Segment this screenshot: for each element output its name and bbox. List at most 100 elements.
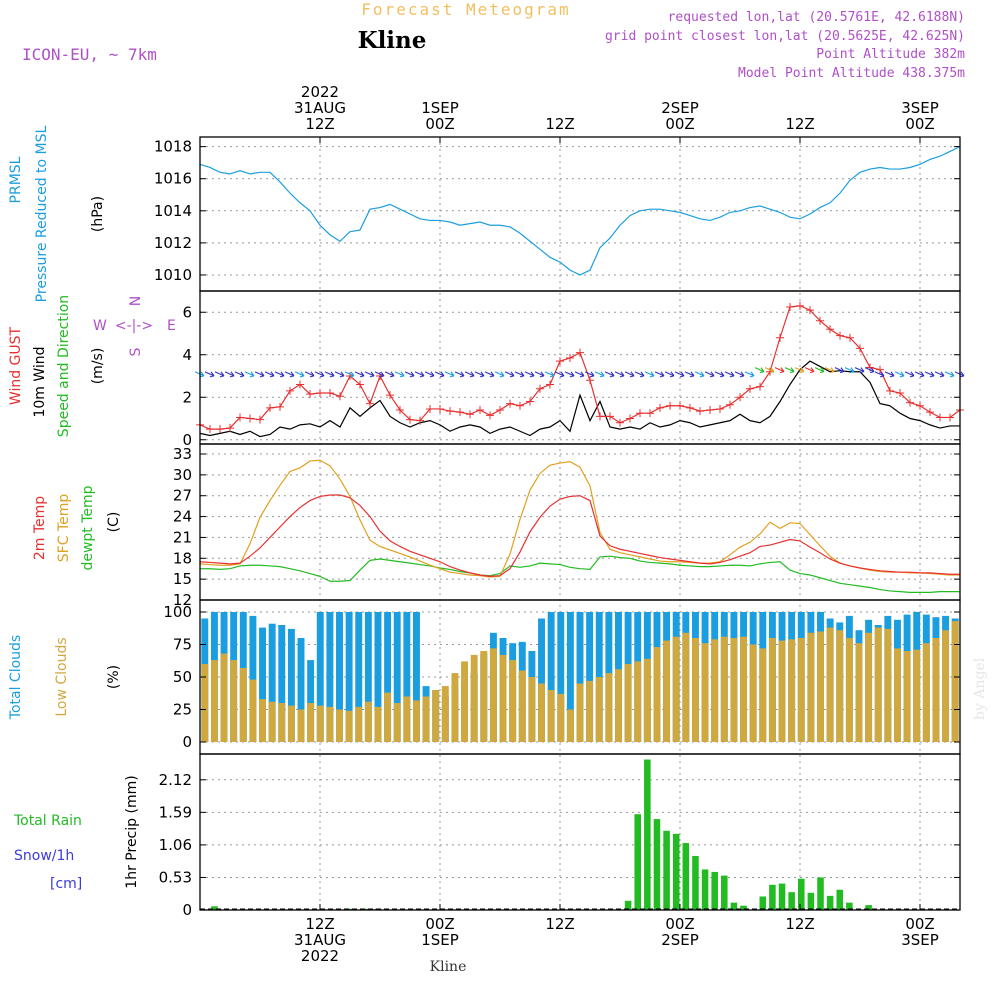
wind-gust-marker — [796, 301, 804, 310]
wind-gust-marker — [476, 406, 484, 414]
wind-gust-marker — [296, 380, 304, 389]
wind-direction-arrow — [484, 371, 495, 378]
cloud-low-bar — [374, 706, 382, 742]
precip-ytick-label: 0.53 — [159, 868, 192, 886]
wind-gust-marker — [256, 415, 264, 424]
cloud-low-bar — [201, 664, 209, 742]
cloud-low-bar — [595, 677, 603, 742]
wind-direction-arrow — [734, 371, 745, 378]
wind-gust-marker — [326, 389, 334, 397]
wind-ytick-label: 6 — [182, 303, 192, 321]
wind-gust-marker — [516, 401, 524, 410]
precip-rain-bar — [846, 902, 853, 910]
cloud-low-bar — [422, 696, 430, 742]
wind-gust-marker — [366, 399, 374, 408]
cloud-low-bar — [836, 630, 844, 742]
wind-direction-arrow — [294, 371, 305, 378]
wind-gust-marker — [396, 406, 404, 414]
wind-direction-arrow — [214, 371, 225, 378]
wind-gust-marker — [686, 403, 694, 412]
wind-direction-arrow — [244, 371, 255, 378]
wind-gust-marker — [236, 413, 244, 422]
compass-arrow: <-|-> — [115, 318, 153, 334]
cloud-total-bar — [259, 627, 266, 742]
precip-ytick-label: 2.12 — [159, 771, 192, 789]
wind-gust-marker — [756, 382, 764, 391]
cloud-total-bar — [547, 612, 555, 742]
location-title: Kline — [358, 27, 427, 54]
time-label-bottom: 00Z — [425, 915, 454, 933]
compass-east: E — [167, 318, 176, 334]
wind-direction-arrow — [624, 371, 635, 378]
pressure-line — [199, 146, 961, 276]
cloud-low-bar — [287, 705, 295, 742]
wind-direction-arrow — [284, 371, 295, 378]
cloud-low-bar — [538, 683, 545, 742]
cloud-low-bar — [518, 670, 526, 742]
wind-gust-marker — [876, 365, 884, 374]
time-label-bottom: 2022 — [301, 947, 339, 965]
time-label-top: 2SEP — [661, 99, 699, 117]
wind-direction-arrow — [204, 371, 215, 378]
footer-location: Kline — [430, 959, 467, 975]
precip-rain-bar — [211, 906, 218, 910]
wind-gust-marker — [446, 407, 454, 416]
wind-gust-marker — [266, 403, 274, 412]
cloud-low-bar — [470, 654, 478, 742]
wind-direction-arrow — [384, 371, 395, 378]
cloud-low-bar — [951, 621, 959, 742]
clouds-ytick-label: 100 — [163, 603, 192, 621]
grid-point-coordinates: grid point closest lon,lat (20.5625E, 42… — [605, 29, 965, 44]
wind-gust-marker — [386, 391, 394, 400]
precip-rain-bar — [672, 833, 680, 910]
precip-ylabel: 1hr Precip (mm) — [124, 775, 140, 888]
precip-label-unit: [cm] — [50, 876, 82, 892]
cloud-low-bar — [239, 667, 247, 742]
cloud-low-bar — [730, 638, 738, 742]
wind-direction-arrow — [894, 371, 905, 378]
cloud-low-bar — [701, 643, 709, 742]
cloud-low-bar — [778, 640, 786, 742]
pressure-label-msl: Pressure Reduced to MSL — [34, 125, 50, 302]
wind-gust-marker — [716, 404, 724, 413]
wind-direction-arrow — [474, 371, 485, 378]
wind-label-10m: 10m Wind — [32, 346, 48, 417]
temperature-ytick-label: 27 — [173, 487, 192, 505]
cloud-low-bar — [432, 690, 440, 742]
wind-gust-marker — [496, 406, 504, 414]
cloud-ylabel: (%) — [106, 665, 122, 689]
cloud-total-bar — [307, 660, 315, 742]
wind-direction-arrow — [864, 367, 875, 374]
wind-direction-arrow — [494, 371, 505, 378]
precip-rain-bar — [817, 877, 824, 910]
wind-gust-marker — [606, 412, 614, 421]
precip-rain-bar — [769, 884, 776, 910]
wind-gust-marker — [696, 407, 704, 416]
wind-gust-marker — [316, 389, 324, 397]
precip-rain-bar — [692, 855, 699, 910]
wind-gust-marker — [616, 418, 624, 427]
cloud-total-bar — [364, 612, 372, 742]
wind-gust-marker — [246, 414, 254, 423]
time-label-bottom: 12Z — [785, 915, 814, 933]
time-label-bottom: 00Z — [665, 915, 694, 933]
time-label-bottom: 3SEP — [901, 931, 939, 949]
cloud-total-bar — [566, 612, 574, 742]
cloud-low-bar — [441, 686, 449, 742]
wind-gust-marker — [586, 376, 594, 385]
cloud-low-bar — [336, 709, 343, 742]
cloud-label-total: Total Clouds — [8, 635, 24, 720]
precip-ytick-label: 0 — [182, 901, 192, 919]
labels-layer: PRMSL Pressure Reduced to MSL (hPa) Wind GU… — [8, 125, 176, 892]
cloud-total-bar — [297, 638, 305, 742]
wind-10m-line — [199, 360, 960, 438]
cloud-low-bar — [855, 643, 863, 742]
wind-ytick-label: 0 — [182, 431, 192, 449]
temperature-ytick-label: 30 — [173, 466, 192, 484]
temperature-ytick-label: 15 — [173, 570, 192, 588]
clouds-ytick-label: 50 — [173, 668, 192, 686]
wind-gust-marker — [506, 399, 514, 408]
wind-gust-marker — [336, 392, 344, 401]
precip-rain-bar — [836, 889, 844, 910]
wind-gust-marker — [656, 403, 664, 412]
